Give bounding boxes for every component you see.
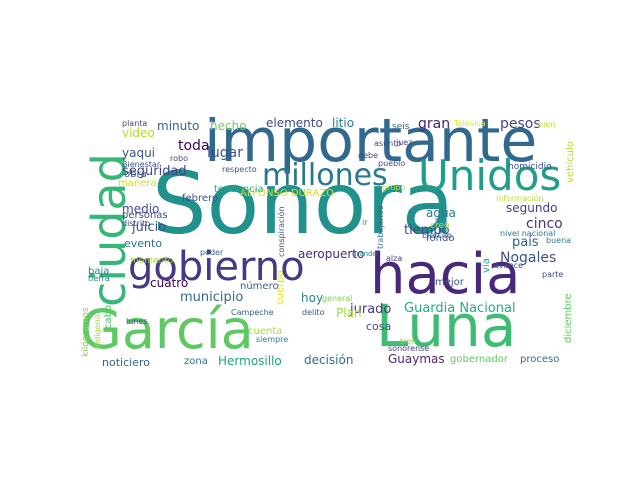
word: obra <box>124 169 147 180</box>
word: cinco <box>526 216 563 232</box>
word: Bienestar <box>122 160 161 169</box>
word: avance <box>494 261 523 270</box>
word: trabajando <box>376 205 385 249</box>
word: nivel nacional <box>500 229 556 238</box>
word: gobernador <box>450 354 508 365</box>
word: cosa <box>366 320 392 333</box>
word: baja <box>88 266 110 277</box>
word: zona <box>184 356 208 367</box>
word: Guardia Nacional <box>404 301 516 316</box>
word: respecto <box>222 165 257 174</box>
word: ALFONSO DURAZO <box>240 188 335 199</box>
word: toda <box>178 138 210 154</box>
word: Campeche <box>231 308 274 317</box>
word: aeropuerto <box>298 247 365 261</box>
word: grande <box>352 250 377 258</box>
word: cabo <box>103 304 114 329</box>
word: vía <box>481 258 492 273</box>
word: decisión <box>304 353 354 367</box>
word: medio <box>122 202 160 216</box>
word: poder <box>200 248 224 257</box>
word: tiempo <box>404 223 450 238</box>
word: Unidos <box>418 151 562 200</box>
word: siempre <box>256 335 289 344</box>
word: lugar <box>207 145 243 161</box>
word: sonorense <box>388 344 430 353</box>
word: creo <box>430 221 450 231</box>
word: indígena <box>93 314 102 349</box>
word: hoy <box>301 291 324 305</box>
word: fondo <box>426 233 455 244</box>
word: elemento <box>266 117 323 130</box>
word: delito <box>302 308 325 317</box>
word: Sonora <box>152 154 455 254</box>
word: lunes <box>126 317 148 326</box>
word: robo <box>170 154 188 163</box>
word: país <box>512 235 539 250</box>
word: planta <box>122 119 148 128</box>
word: ir <box>362 218 368 227</box>
word: parte <box>542 270 564 279</box>
word: agua <box>426 206 456 220</box>
word: momento <box>130 256 174 266</box>
word: febrero <box>182 193 219 204</box>
word: buena <box>546 236 572 245</box>
word: Nogales <box>500 250 557 266</box>
word: litio <box>332 117 355 130</box>
word: gran <box>418 117 451 132</box>
word: general <box>322 294 353 303</box>
word: noticiero <box>102 356 150 369</box>
word: Luna <box>376 292 517 360</box>
word: diciembre <box>563 293 574 343</box>
word: Ejército <box>422 231 452 240</box>
word: proceso <box>520 354 560 365</box>
word: pesos <box>500 117 541 132</box>
word: seguridad <box>122 164 187 179</box>
word: minuto <box>157 119 200 133</box>
word: Plan <box>336 306 362 320</box>
word: número <box>240 281 279 292</box>
word: tendencia <box>214 184 264 195</box>
word: pueblo <box>378 159 406 168</box>
word: kilógramos <box>81 307 91 357</box>
word: gobierno <box>128 244 305 290</box>
word: millones <box>262 158 388 193</box>
word: Guaymas <box>388 352 445 366</box>
word: vehículo <box>565 141 576 183</box>
word: manera <box>118 178 157 189</box>
word: segundo <box>506 201 558 215</box>
word: juez <box>396 138 413 147</box>
word: hacia <box>370 242 521 307</box>
word: seis <box>392 122 410 132</box>
word: grupo <box>382 183 406 192</box>
word: información <box>496 194 544 203</box>
word: cuatro <box>150 276 189 290</box>
word: bien <box>538 120 556 129</box>
word: cuenta <box>248 326 283 337</box>
word: homicidio <box>508 162 552 172</box>
word: juicio <box>132 220 167 235</box>
word: tren <box>400 337 417 346</box>
word: cuerpo <box>275 270 286 305</box>
word: personas <box>122 210 168 221</box>
word: distrito <box>122 219 151 228</box>
word: municipio <box>180 290 244 305</box>
word: García <box>80 298 254 361</box>
word: evento <box>124 237 163 250</box>
word: asunto <box>374 139 402 148</box>
word-cloud: Sonora importante García Luna hacia gobi… <box>80 117 576 375</box>
word: Hermosillo <box>218 354 282 368</box>
word: Televisa <box>454 119 486 128</box>
word: debe <box>358 151 378 160</box>
word: mejor <box>435 277 464 288</box>
word: hecho <box>210 119 247 133</box>
word: video <box>122 126 155 140</box>
word: tierra <box>88 274 110 283</box>
word: alza <box>386 254 403 263</box>
word: yaqui <box>122 146 156 160</box>
word: jurado <box>350 302 392 317</box>
word: conspiración <box>277 206 286 257</box>
word: importante <box>204 117 538 176</box>
